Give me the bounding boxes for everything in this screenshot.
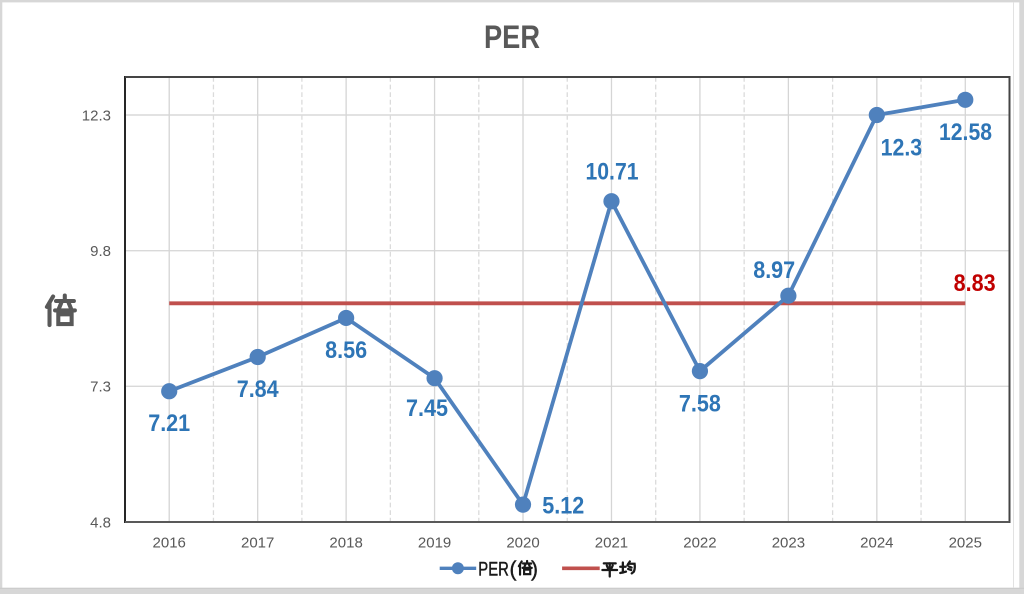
- svg-text:12.3: 12.3: [881, 134, 923, 161]
- svg-text:2025: 2025: [949, 535, 982, 552]
- svg-text:2017: 2017: [241, 535, 274, 552]
- svg-text:8.56: 8.56: [325, 337, 367, 364]
- svg-text:9.8: 9.8: [90, 243, 111, 260]
- svg-text:PER: PER: [484, 19, 540, 55]
- svg-text:2024: 2024: [860, 535, 893, 552]
- svg-text:4.8: 4.8: [90, 514, 111, 531]
- svg-text:10.71: 10.71: [586, 159, 639, 186]
- svg-text:8.83: 8.83: [954, 270, 996, 297]
- svg-text:2019: 2019: [418, 535, 451, 552]
- svg-text:): ): [531, 558, 538, 581]
- svg-text:7.3: 7.3: [90, 379, 111, 396]
- svg-text:12.58: 12.58: [939, 119, 992, 146]
- svg-text:7.58: 7.58: [679, 390, 721, 417]
- svg-text:2018: 2018: [329, 535, 362, 552]
- svg-text:2022: 2022: [683, 535, 716, 552]
- svg-text:2021: 2021: [595, 535, 628, 552]
- svg-text:(: (: [510, 558, 517, 581]
- svg-text:2023: 2023: [772, 535, 805, 552]
- svg-text:2016: 2016: [153, 535, 186, 552]
- svg-text:PER: PER: [478, 559, 509, 580]
- svg-text:12.3: 12.3: [82, 107, 111, 124]
- svg-text:8.97: 8.97: [753, 257, 795, 284]
- svg-text:7.21: 7.21: [148, 410, 190, 437]
- svg-text:7.45: 7.45: [406, 395, 448, 422]
- svg-text:5.12: 5.12: [542, 493, 584, 520]
- svg-text:7.84: 7.84: [237, 376, 280, 403]
- svg-text:2020: 2020: [506, 535, 539, 552]
